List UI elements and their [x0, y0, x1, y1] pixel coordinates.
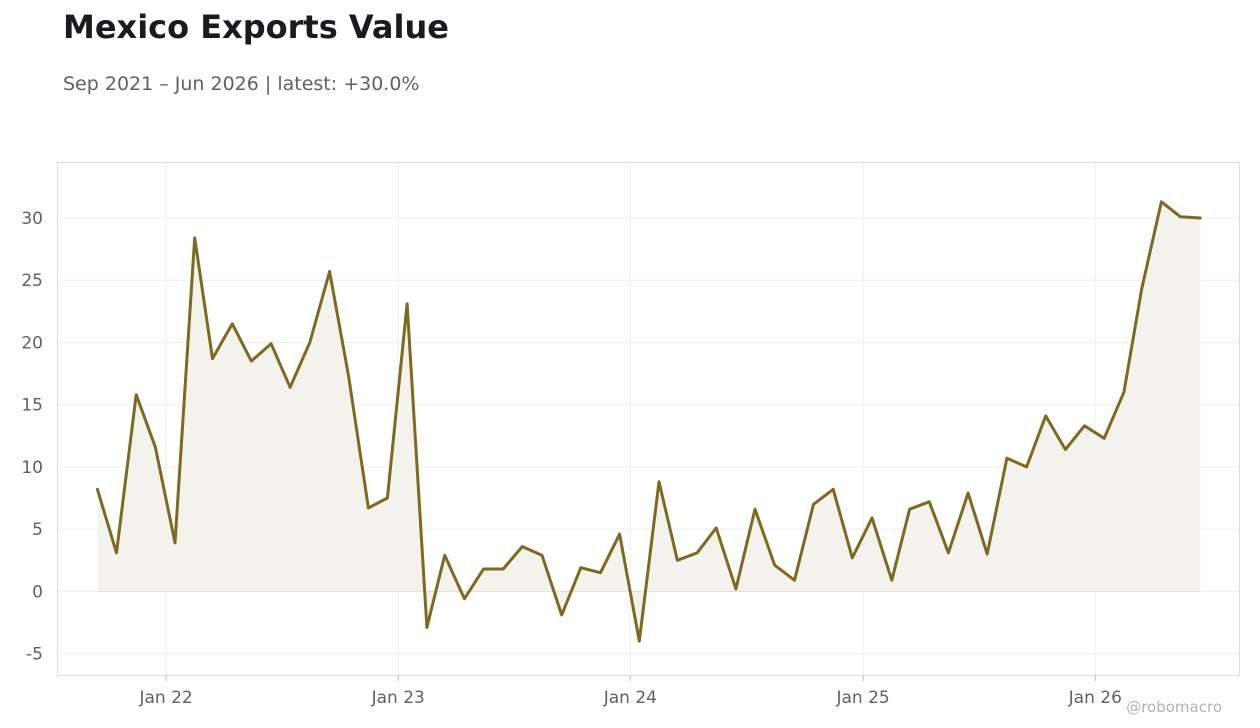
y-tick-label: 10	[21, 458, 43, 478]
chart-subtitle: Sep 2021 – Jun 2026 | latest: +30.0%	[63, 73, 420, 95]
y-tick-label: 25	[21, 271, 43, 291]
x-tick-label: Jan 26	[1068, 688, 1122, 708]
x-tick-label: Jan 22	[138, 688, 192, 708]
y-tick-label: -5	[26, 645, 43, 665]
x-tick-label: Jan 23	[371, 688, 425, 708]
y-tick-label: 5	[32, 520, 43, 540]
y-tick-label: 15	[21, 396, 43, 416]
x-axis-ticks: Jan 22 Jan 23 Jan 24 Jan 25 Jan 26	[138, 676, 1122, 708]
y-axis-ticks: -5 0 5 10 15 20 25 30	[21, 209, 43, 665]
series-line	[95, 200, 1202, 643]
x-tick-label: Jan 25	[836, 688, 890, 708]
chart-title: Mexico Exports Value	[63, 8, 449, 46]
y-tick-label: 0	[32, 582, 43, 602]
y-tick-label: 20	[21, 333, 43, 353]
y-tick-label: 30	[21, 209, 43, 229]
plot-frame	[57, 162, 1240, 676]
x-tick-label: Jan 24	[603, 688, 657, 708]
series-area	[97, 201, 1201, 642]
watermark: @robomacro	[1126, 698, 1222, 716]
